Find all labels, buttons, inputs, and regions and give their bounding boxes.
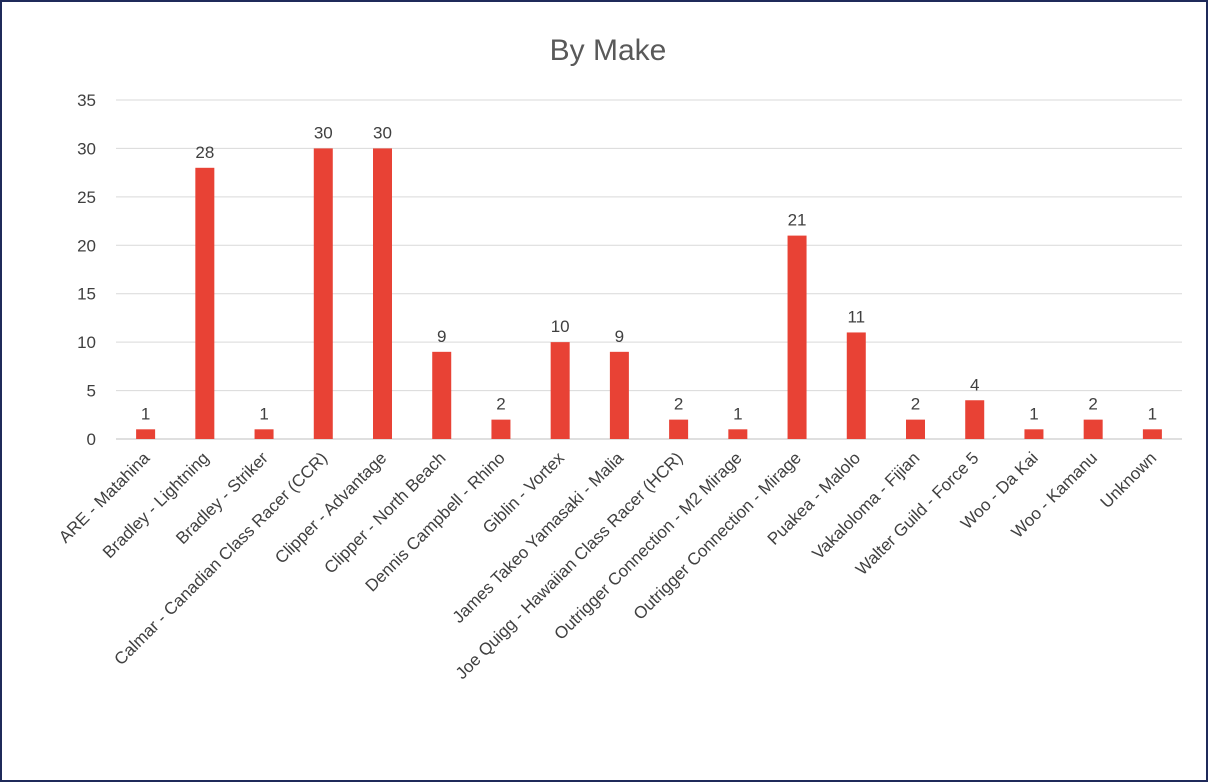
bar bbox=[313, 148, 333, 439]
y-tick-label: 20 bbox=[77, 236, 96, 255]
gridlines bbox=[116, 99, 1182, 440]
data-label: 2 bbox=[1088, 395, 1097, 414]
data-label: 28 bbox=[195, 143, 214, 162]
bar bbox=[550, 342, 570, 439]
bar bbox=[254, 429, 274, 439]
bars bbox=[136, 148, 1162, 440]
data-label: 21 bbox=[788, 211, 807, 230]
y-tick-label: 5 bbox=[87, 382, 96, 401]
bar bbox=[373, 148, 392, 439]
bar bbox=[1024, 429, 1044, 439]
bar bbox=[195, 167, 215, 440]
x-tick-label: Bradley - Lightning bbox=[99, 448, 213, 562]
data-label: 10 bbox=[551, 317, 570, 336]
data-label: 11 bbox=[847, 307, 865, 326]
data-label: 4 bbox=[970, 375, 979, 394]
y-tick-label: 30 bbox=[77, 139, 96, 158]
bar bbox=[787, 235, 807, 439]
bar bbox=[491, 419, 511, 439]
bar bbox=[846, 332, 866, 439]
data-label: 2 bbox=[496, 395, 505, 414]
bar bbox=[609, 351, 629, 439]
y-tick-label: 15 bbox=[77, 285, 96, 304]
data-label: 30 bbox=[314, 123, 333, 142]
bar bbox=[728, 429, 748, 439]
x-tick-label: Unknown bbox=[1097, 448, 1161, 512]
chart-title: By Make bbox=[550, 34, 667, 67]
bar bbox=[1142, 429, 1162, 439]
x-tick-label: Calmar - Canadian Class Racer (CCR) bbox=[111, 448, 332, 669]
data-label: 2 bbox=[674, 395, 683, 414]
data-label: 1 bbox=[141, 404, 150, 423]
data-label: 1 bbox=[1148, 404, 1157, 423]
data-label: 30 bbox=[373, 123, 392, 142]
x-tick-label: Clipper - Advantage bbox=[271, 448, 390, 567]
data-label: 1 bbox=[1029, 404, 1038, 423]
data-label: 2 bbox=[911, 395, 920, 414]
y-axis: 0 5 10 15 20 25 30 35 bbox=[77, 91, 96, 449]
data-label: 9 bbox=[437, 327, 446, 346]
data-label: 1 bbox=[733, 404, 742, 423]
x-tick-label: Joe Quigg - Hawaiian Class Racer (HCR) bbox=[452, 448, 687, 683]
y-tick-label: 25 bbox=[77, 188, 96, 207]
bar bbox=[669, 419, 689, 439]
bar bbox=[965, 400, 985, 439]
data-label: 1 bbox=[259, 404, 268, 423]
data-label: 9 bbox=[615, 327, 624, 346]
y-tick-label: 10 bbox=[77, 333, 96, 352]
x-tick-label: Vakaloloma - Fijian bbox=[809, 448, 924, 563]
y-tick-label: 35 bbox=[77, 91, 96, 110]
bar bbox=[1083, 419, 1103, 439]
bar bbox=[432, 351, 452, 439]
bar bbox=[906, 419, 925, 439]
y-tick-label: 0 bbox=[87, 430, 96, 449]
bar bbox=[136, 429, 156, 439]
